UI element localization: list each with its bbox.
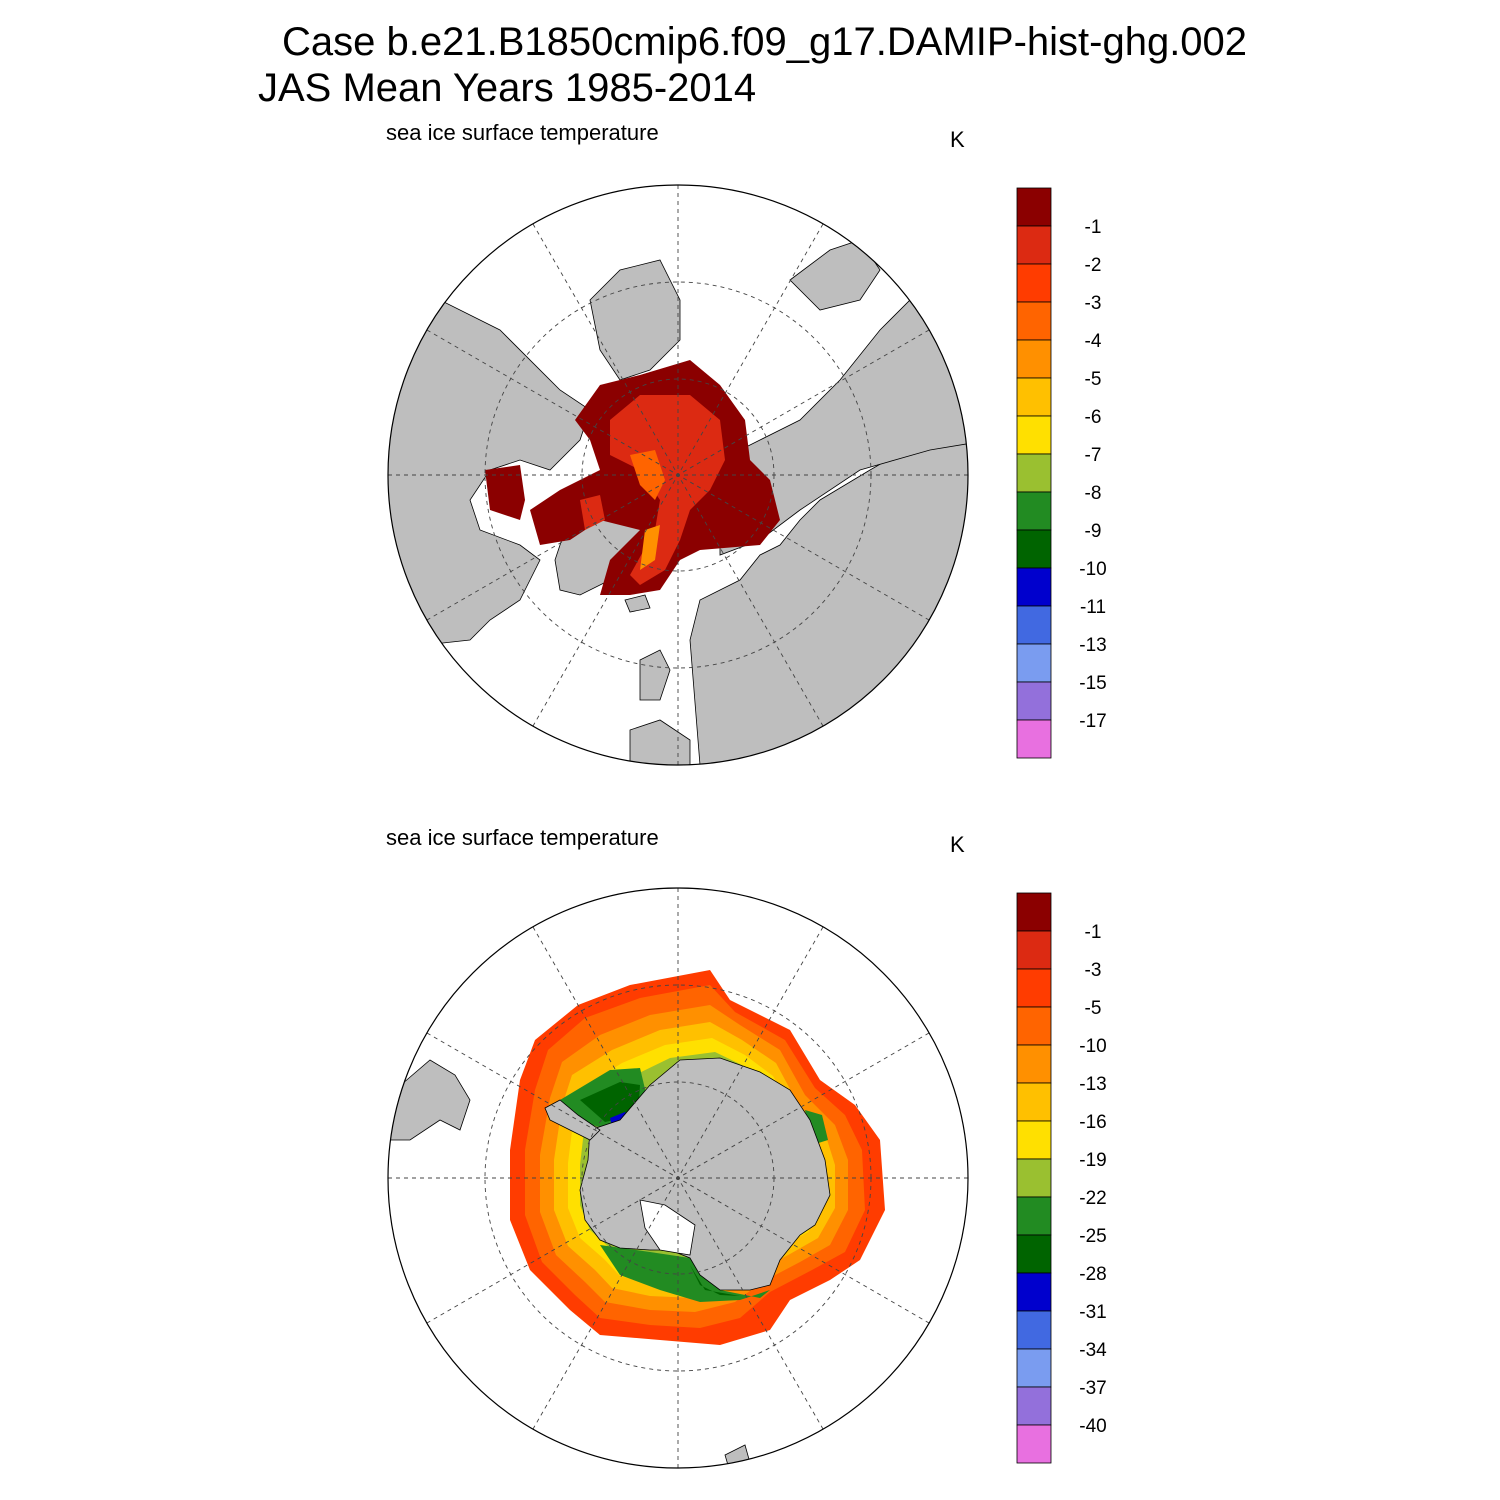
south-colorbar-label: -40 bbox=[1079, 1416, 1106, 1437]
season-years-title: JAS Mean Years 1985-2014 bbox=[258, 66, 757, 110]
case-title: Case b.e21.B1850cmip6.f09_g17.DAMIP-hist… bbox=[282, 20, 1248, 64]
north-colorbar-label: -1 bbox=[1085, 217, 1102, 238]
north-colorbar-box bbox=[1016, 567, 1052, 607]
south-colorbar-label: -19 bbox=[1079, 1150, 1106, 1171]
north-colorbar-box bbox=[1016, 339, 1052, 379]
north-colorbar-label: -8 bbox=[1085, 483, 1102, 504]
north-colorbar-label: -5 bbox=[1085, 369, 1102, 390]
north-colorbar-box bbox=[1016, 415, 1052, 455]
south-colorbar-label: -16 bbox=[1079, 1112, 1106, 1133]
south-units-label: K bbox=[950, 832, 965, 857]
south-colorbar-box bbox=[1016, 1348, 1052, 1388]
north-sea-ice-field bbox=[485, 360, 780, 595]
north-polar-map bbox=[387, 184, 969, 766]
south-colorbar-label: -5 bbox=[1085, 998, 1102, 1019]
north-colorbar-label: -3 bbox=[1085, 293, 1102, 314]
north-colorbar-box bbox=[1016, 719, 1052, 759]
south-polar-map bbox=[387, 887, 969, 1469]
north-colorbar-label: -13 bbox=[1079, 635, 1106, 656]
south-colorbar-box bbox=[1016, 1424, 1052, 1464]
north-colorbar-box bbox=[1016, 187, 1052, 227]
north-colorbar: -1 -2 -3 -4 -5 -6 -7 -8 -9 -10 -11 -13 -15 -17 bbox=[1016, 187, 1107, 759]
north-colorbar-label: -9 bbox=[1085, 521, 1102, 542]
north-colorbar-box bbox=[1016, 643, 1052, 683]
south-colorbar-box bbox=[1016, 1310, 1052, 1350]
south-colorbar-label: -28 bbox=[1079, 1264, 1106, 1285]
south-colorbar-label: -22 bbox=[1079, 1188, 1106, 1209]
north-colorbar-box bbox=[1016, 605, 1052, 645]
south-colorbar-label: -1 bbox=[1085, 922, 1102, 943]
north-colorbar-label: -6 bbox=[1085, 407, 1102, 428]
north-colorbar-label: -2 bbox=[1085, 255, 1102, 276]
south-colorbar: -1 -3 -5 -10 -13 -16 -19 -22 -25 -28 -31 -34 -37 -40 bbox=[1016, 892, 1107, 1464]
south-colorbar-box bbox=[1016, 1386, 1052, 1426]
north-colorbar-box bbox=[1016, 453, 1052, 493]
north-colorbar-box bbox=[1016, 529, 1052, 569]
south-colorbar-box bbox=[1016, 1006, 1052, 1046]
north-colorbar-box bbox=[1016, 491, 1052, 531]
north-units-label: K bbox=[950, 127, 965, 152]
south-colorbar-label: -25 bbox=[1079, 1226, 1106, 1247]
south-colorbar-label: -13 bbox=[1079, 1074, 1106, 1095]
north-colorbar-box bbox=[1016, 377, 1052, 417]
north-colorbar-label: -4 bbox=[1085, 331, 1102, 352]
north-graticule bbox=[388, 185, 968, 765]
south-colorbar-box bbox=[1016, 1272, 1052, 1312]
south-colorbar-box bbox=[1016, 1044, 1052, 1084]
south-colorbar-label: -10 bbox=[1079, 1036, 1106, 1057]
south-colorbar-box bbox=[1016, 1158, 1052, 1198]
north-colorbar-label: -7 bbox=[1085, 445, 1102, 466]
south-colorbar-box bbox=[1016, 1082, 1052, 1122]
south-colorbar-box bbox=[1016, 1196, 1052, 1236]
north-colorbar-label: -10 bbox=[1079, 559, 1106, 580]
north-colorbar-box bbox=[1016, 263, 1052, 303]
south-colorbar-label: -3 bbox=[1085, 960, 1102, 981]
south-colorbar-label: -37 bbox=[1079, 1378, 1106, 1399]
south-graticule bbox=[388, 888, 968, 1468]
north-colorbar-box bbox=[1016, 301, 1052, 341]
south-colorbar-box bbox=[1016, 968, 1052, 1008]
north-colorbar-label: -15 bbox=[1079, 673, 1106, 694]
south-variable-label: sea ice surface temperature bbox=[386, 825, 659, 850]
south-colorbar-box bbox=[1016, 892, 1052, 932]
north-colorbar-box bbox=[1016, 225, 1052, 265]
south-colorbar-box bbox=[1016, 930, 1052, 970]
south-colorbar-label: -34 bbox=[1079, 1340, 1107, 1361]
north-colorbar-label: -11 bbox=[1080, 597, 1106, 618]
south-colorbar-label: -31 bbox=[1079, 1302, 1106, 1323]
north-colorbar-box bbox=[1016, 681, 1052, 721]
north-colorbar-label: -17 bbox=[1079, 711, 1106, 732]
north-variable-label: sea ice surface temperature bbox=[386, 120, 659, 145]
south-colorbar-box bbox=[1016, 1120, 1052, 1160]
south-colorbar-box bbox=[1016, 1234, 1052, 1274]
